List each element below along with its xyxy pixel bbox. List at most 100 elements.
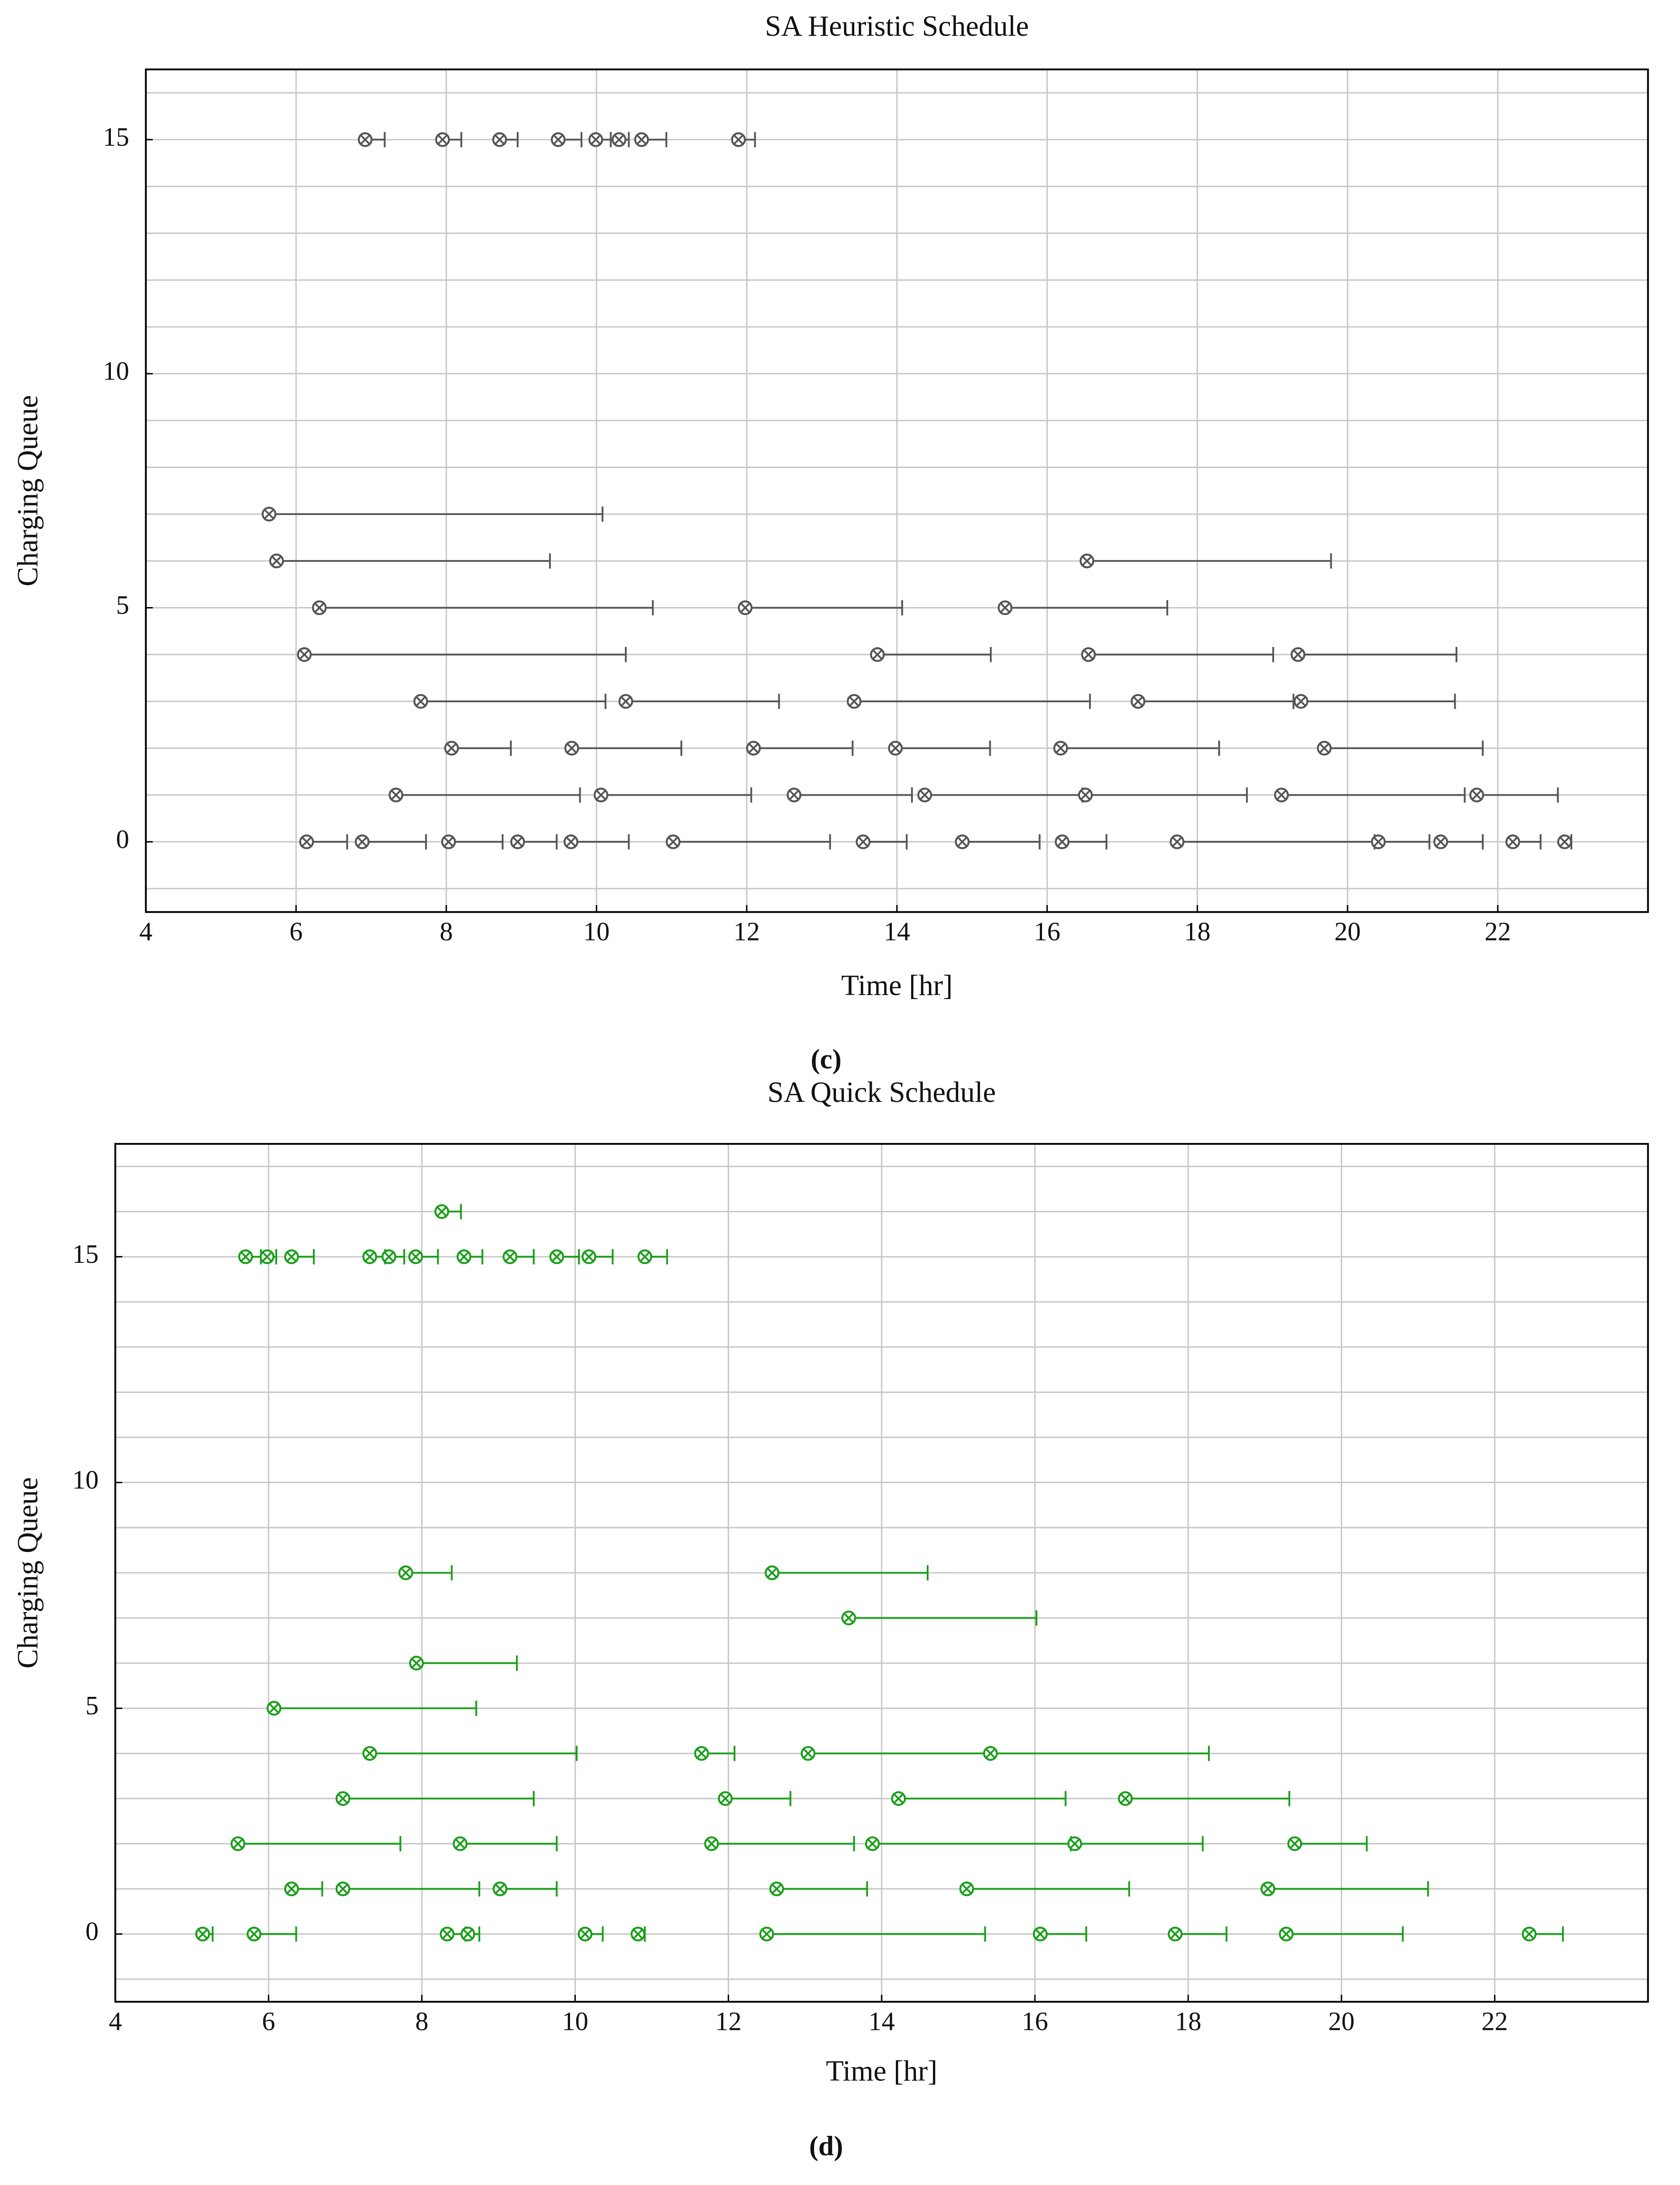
marker-cross [761, 1929, 772, 1940]
start-marker [434, 1204, 449, 1219]
start-marker [549, 1249, 564, 1264]
start-marker [563, 834, 578, 849]
start-marker [634, 132, 649, 147]
start-marker [759, 1927, 774, 1942]
start-marker [335, 1791, 350, 1806]
marker-cross [360, 134, 371, 145]
start-marker [618, 694, 633, 709]
marker-cross [668, 836, 679, 847]
start-marker [452, 1836, 468, 1852]
start-marker [439, 1927, 455, 1942]
marker-cross [1507, 836, 1518, 847]
marker-cross [1289, 1839, 1300, 1849]
start-marker [362, 1746, 377, 1761]
marker-cross [583, 1251, 594, 1262]
start-marker [1079, 553, 1094, 569]
caption: (c) [810, 1044, 841, 1075]
x-tick-label: 18 [1175, 2006, 1201, 2036]
y-tick-label: 15 [103, 122, 129, 152]
marker-cross [639, 1251, 650, 1262]
caption: (d) [809, 2131, 843, 2162]
y-axis-label: Charging Queue [12, 395, 44, 586]
start-marker [865, 1836, 880, 1852]
start-marker [409, 1656, 424, 1670]
chart-title: SA Quick Schedule [768, 1076, 996, 1109]
start-marker [637, 1249, 652, 1264]
marker-cross [240, 1251, 251, 1262]
start-marker [801, 1746, 816, 1761]
start-marker [955, 834, 970, 849]
marker-cross [364, 1251, 375, 1262]
start-marker [1033, 1927, 1048, 1942]
start-marker [917, 788, 932, 802]
start-marker [238, 1249, 253, 1264]
marker-cross [1296, 696, 1306, 707]
x-tick-label: 4 [139, 917, 153, 946]
marker-cross [314, 603, 325, 613]
marker-cross [391, 789, 401, 801]
marker-cross [566, 836, 576, 847]
start-marker [1168, 1927, 1183, 1942]
y-tick-label: 0 [116, 824, 130, 854]
x-tick-label: 20 [1328, 2006, 1355, 2036]
start-marker [456, 1249, 472, 1264]
marker-cross [505, 1251, 515, 1262]
start-marker [510, 834, 525, 849]
marker-cross [1080, 789, 1091, 801]
marker-cross [401, 1567, 411, 1578]
marker-cross [553, 134, 564, 145]
marker-cross [1471, 789, 1482, 801]
start-marker [1469, 788, 1484, 802]
marker-cross [580, 1929, 591, 1940]
plot-frame [145, 68, 1649, 913]
marker-cross [591, 134, 601, 145]
marker-cross [919, 789, 930, 801]
start-marker [847, 694, 862, 709]
marker-cross [1373, 836, 1384, 847]
start-marker [1371, 834, 1386, 849]
marker-cross [462, 1929, 473, 1940]
marker-cross [961, 1884, 972, 1894]
marker-cross [299, 649, 310, 660]
y-axis-label: Charging Queue [12, 1477, 44, 1669]
start-marker [435, 132, 450, 147]
marker-cross [301, 836, 312, 847]
x-tick-label: 12 [734, 917, 760, 946]
start-marker [983, 1746, 998, 1761]
start-marker [1169, 834, 1185, 849]
x-tick-label: 10 [583, 917, 610, 946]
marker-cross [1170, 1929, 1181, 1940]
start-marker [1291, 647, 1305, 662]
x-tick-label: 20 [1334, 917, 1361, 946]
x-tick-label: 6 [262, 2006, 275, 2036]
marker-cross [249, 1929, 259, 1940]
start-marker [704, 1836, 719, 1852]
marker-cross [286, 1251, 297, 1262]
marker-cross [858, 836, 869, 847]
start-marker [362, 1249, 377, 1264]
start-marker [299, 834, 314, 849]
start-marker [1118, 1791, 1133, 1806]
start-marker [1279, 1927, 1294, 1942]
marker-cross [843, 1612, 854, 1624]
marker-cross [767, 1567, 777, 1578]
start-marker [1287, 1836, 1302, 1852]
start-marker [1067, 1836, 1082, 1852]
marker-cross [789, 789, 799, 801]
start-marker [959, 1881, 974, 1897]
start-marker [551, 132, 566, 147]
marker-cross [436, 1206, 447, 1217]
marker-cross [1524, 1929, 1535, 1940]
marker-cross [437, 134, 448, 145]
start-marker [769, 1881, 784, 1897]
marker-cross [890, 743, 901, 754]
chart-title: SA Heuristic Schedule [765, 10, 1029, 42]
start-marker [408, 1249, 423, 1264]
start-marker [1260, 1881, 1275, 1897]
start-marker [1505, 834, 1520, 849]
start-marker [870, 647, 885, 662]
marker-cross [446, 743, 457, 754]
marker-cross [1035, 1929, 1046, 1940]
marker-cross [633, 1929, 643, 1940]
marker-cross [696, 1748, 707, 1759]
